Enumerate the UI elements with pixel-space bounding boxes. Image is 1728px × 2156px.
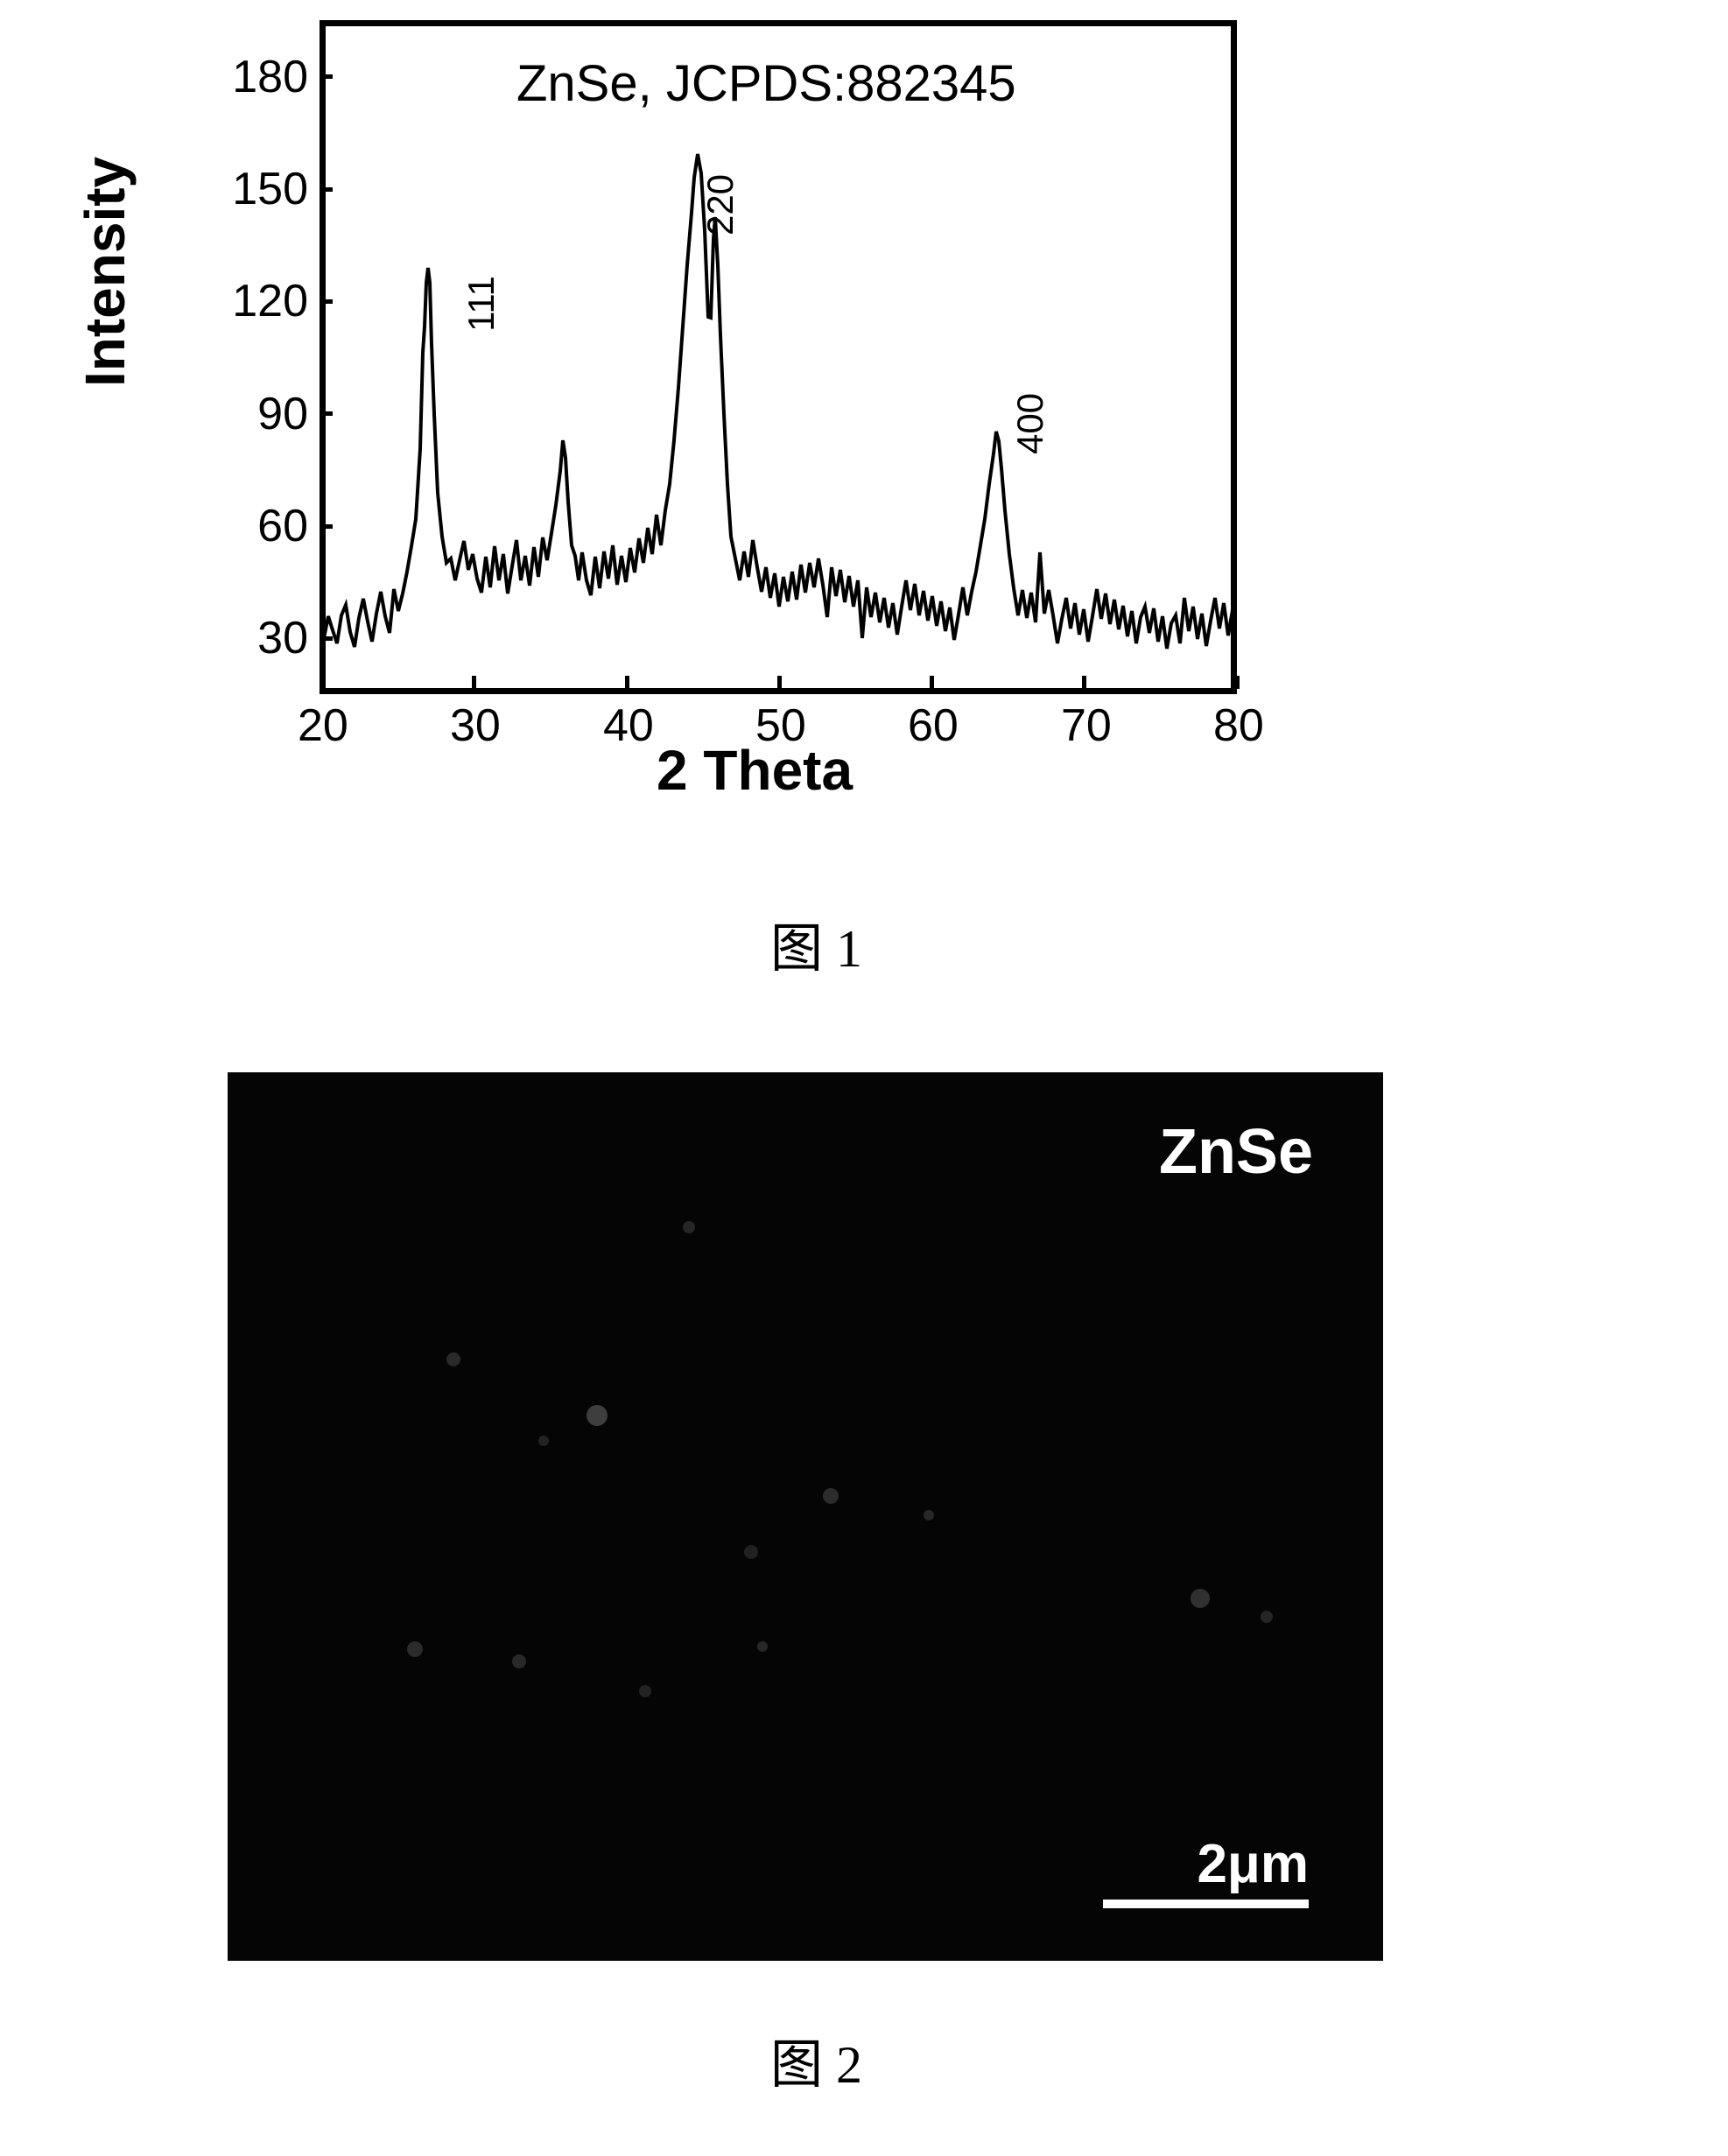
- sem-speck: [683, 1221, 695, 1233]
- sem-speck: [744, 1545, 758, 1559]
- y-axis-label: Intensity: [73, 157, 137, 387]
- sem-speck: [823, 1488, 839, 1504]
- sem-speck: [512, 1654, 526, 1668]
- sem-speck: [639, 1685, 651, 1697]
- sem-speck: [1261, 1611, 1273, 1623]
- scale-bar-line: [1103, 1900, 1309, 1908]
- y-tick-30: 30: [257, 612, 308, 664]
- x-tick-60: 60: [908, 699, 959, 752]
- sem-speck: [587, 1405, 608, 1426]
- x-tick-70: 70: [1061, 699, 1112, 752]
- sem-speck: [1191, 1589, 1210, 1608]
- scale-bar: 2μm: [1197, 1833, 1309, 1895]
- figure-1-caption: 图 1: [770, 906, 862, 982]
- scale-bar-text: 2μm: [1197, 1834, 1309, 1894]
- y-tick-120: 120: [232, 275, 308, 327]
- y-tick-180: 180: [232, 51, 308, 103]
- x-tick-80: 80: [1213, 699, 1264, 752]
- x-tick-20: 20: [298, 699, 348, 752]
- y-tick-90: 90: [257, 388, 308, 440]
- y-tick-60: 60: [257, 500, 308, 552]
- x-tick-50: 50: [755, 699, 806, 752]
- y-tick-150: 150: [232, 163, 308, 215]
- x-tick-30: 30: [450, 699, 501, 752]
- xrd-pattern-line: [320, 20, 1237, 694]
- sem-speck: [407, 1641, 423, 1657]
- sem-speck: [538, 1436, 549, 1446]
- sem-speck: [924, 1510, 934, 1520]
- sem-speck: [757, 1641, 768, 1652]
- sem-material-label: ZnSe: [1159, 1116, 1313, 1188]
- figure-2-caption: 图 2: [770, 2022, 862, 2098]
- sem-speck: [446, 1352, 460, 1366]
- figure-1-xrd-chart: Intensity 2 Theta ZnSe, JCPDS:882345 30 …: [114, 4, 1278, 827]
- figure-2-sem-image: ZnSe 2μm: [228, 1072, 1383, 1961]
- x-tick-40: 40: [603, 699, 654, 752]
